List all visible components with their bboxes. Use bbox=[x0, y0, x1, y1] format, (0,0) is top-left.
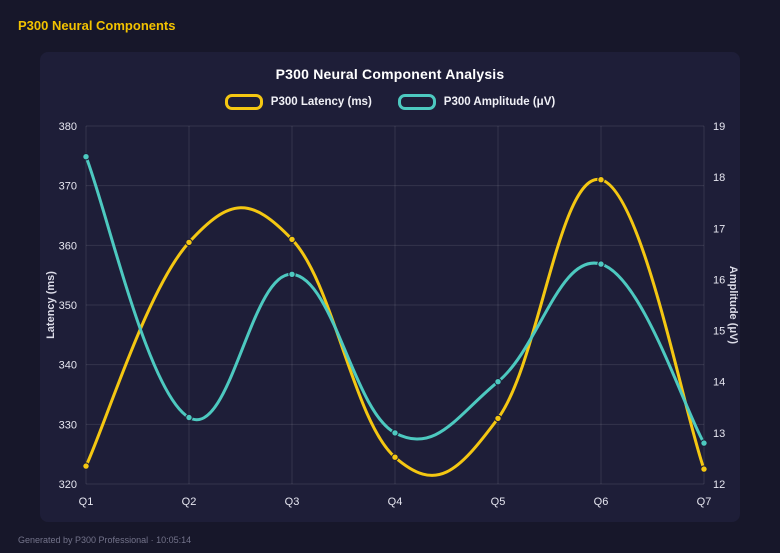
data-point bbox=[597, 176, 605, 184]
footer-note: Generated by P300 Professional · 10:05:1… bbox=[18, 535, 192, 545]
legend-label: P300 Amplitude (μV) bbox=[443, 96, 556, 108]
svg-text:18: 18 bbox=[713, 172, 725, 184]
chart-area: 320 330 340 350 360 370 380 12 13 14 15 16 17 18 19 Q1 Q… bbox=[40, 116, 740, 516]
chart-card: P300 Neural Component Analysis P300 Late… bbox=[40, 52, 740, 522]
legend-label: P300 Latency (ms) bbox=[270, 96, 372, 108]
svg-text:Q5: Q5 bbox=[491, 496, 506, 508]
svg-text:330: 330 bbox=[59, 419, 77, 431]
svg-text:350: 350 bbox=[59, 300, 77, 312]
data-point bbox=[288, 270, 296, 279]
svg-text:380: 380 bbox=[59, 121, 77, 133]
legend-marker bbox=[397, 94, 436, 110]
svg-text:13: 13 bbox=[713, 428, 725, 440]
svg-text:360: 360 bbox=[59, 240, 77, 252]
svg-text:16: 16 bbox=[713, 274, 725, 286]
left-axis-title: Latency (ms) bbox=[45, 271, 57, 339]
svg-text:17: 17 bbox=[713, 223, 725, 235]
legend-marker bbox=[224, 94, 263, 110]
data-point bbox=[185, 238, 193, 247]
svg-text:Q6: Q6 bbox=[594, 496, 609, 508]
data-point bbox=[391, 429, 399, 437]
left-axis-ticks: 320 330 340 350 360 370 380 bbox=[59, 121, 77, 491]
data-point bbox=[82, 153, 90, 161]
svg-text:Q4: Q4 bbox=[388, 496, 403, 508]
data-point bbox=[82, 462, 90, 470]
amplitude-series bbox=[82, 153, 708, 447]
svg-text:12: 12 bbox=[713, 479, 725, 491]
chart-legend: P300 Latency (ms) P300 Amplitude (μV) bbox=[224, 94, 556, 110]
legend-item-latency[interactable]: P300 Latency (ms) bbox=[224, 94, 372, 110]
svg-text:Q3: Q3 bbox=[285, 496, 300, 508]
svg-text:340: 340 bbox=[59, 360, 77, 372]
svg-text:15: 15 bbox=[713, 326, 725, 338]
data-point bbox=[700, 465, 708, 473]
right-axis-ticks: 12 13 14 15 16 17 18 19 bbox=[713, 121, 725, 491]
svg-text:320: 320 bbox=[59, 479, 77, 491]
page-title: P300 Neural Components bbox=[18, 18, 176, 33]
grid-lines bbox=[85, 125, 705, 485]
svg-text:370: 370 bbox=[59, 181, 77, 193]
data-point bbox=[700, 439, 708, 447]
svg-text:19: 19 bbox=[713, 121, 725, 133]
data-point bbox=[391, 453, 399, 461]
legend-item-amplitude[interactable]: P300 Amplitude (μV) bbox=[397, 94, 556, 110]
data-point bbox=[288, 235, 296, 244]
data-point bbox=[597, 260, 605, 268]
svg-text:14: 14 bbox=[713, 377, 725, 389]
latency-series bbox=[82, 176, 708, 477]
data-point bbox=[185, 413, 193, 422]
data-point bbox=[494, 414, 502, 423]
right-axis-title: Amplitude (μV) bbox=[727, 266, 739, 345]
svg-text:Q1: Q1 bbox=[79, 496, 94, 508]
data-point bbox=[494, 378, 502, 386]
svg-text:Q2: Q2 bbox=[182, 496, 197, 508]
chart-title: P300 Neural Component Analysis bbox=[275, 66, 505, 82]
svg-text:Q7: Q7 bbox=[697, 496, 712, 508]
x-axis-labels: Q1 Q2 Q3 Q4 Q5 Q6 Q7 bbox=[79, 496, 712, 508]
